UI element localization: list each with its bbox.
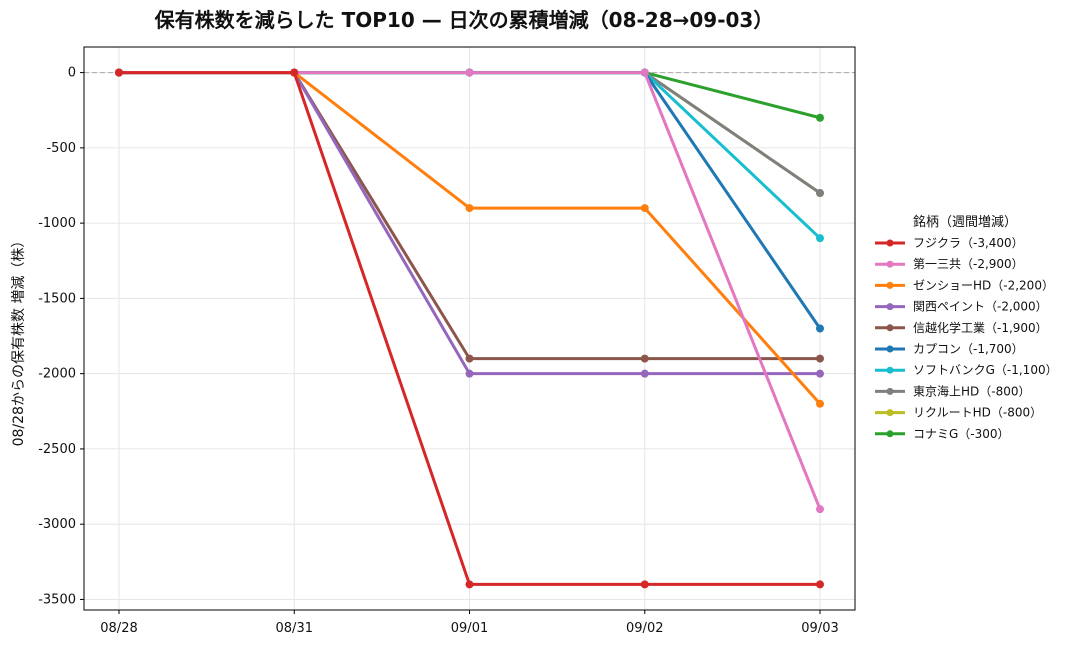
legend-item: 東京海上HD（-800） [875,383,1031,398]
y-tick-label: 0 [68,66,76,81]
legend-swatch-marker [886,366,894,374]
legend-swatch-marker [886,324,894,332]
legend-label: フジクラ（-3,400） [913,236,1024,250]
chart-title: 保有株数を減らした TOP10 — 日次の累積増減（08-28→09-03） [154,8,774,32]
data-point [465,204,474,213]
legend-label: 東京海上HD（-800） [913,383,1031,398]
legend: 銘柄（週間増減） フジクラ（-3,400） 第一三共（-2,900） ゼンショーHD… [875,214,1058,441]
data-point [816,369,824,378]
data-point [465,580,474,589]
data-point [816,354,824,363]
x-tick-label: 09/02 [626,621,663,636]
y-tick-label: -3000 [38,517,76,532]
legend-swatch-marker [886,387,894,395]
x-axis-ticks: 08/28 08/31 09/01 09/02 09/03 [100,610,839,636]
data-point [290,68,299,77]
data-point [465,68,474,77]
legend-item: リクルートHD（-800） [875,406,1042,420]
data-point [640,68,649,77]
legend-swatch-marker [886,409,894,417]
y-tick-label: -3500 [38,592,76,607]
x-tick-label: 09/03 [801,621,838,636]
x-tick-label: 08/31 [276,621,313,636]
legend-item: ソフトバンクG（-1,100） [875,363,1058,377]
legend-label: 関西ペイント（-2,000） [913,300,1048,314]
series-group [115,68,824,589]
legend-label: コナミG（-300） [913,427,1010,441]
y-tick-label: -2500 [38,442,76,457]
legend-label: カプコン（-1,700） [913,342,1024,356]
y-tick-label: -500 [46,141,76,156]
data-point [816,324,824,333]
legend-swatch-marker [886,281,894,289]
data-point [465,369,474,378]
grid [84,47,855,610]
data-point [816,399,824,408]
y-tick-label: -1000 [38,216,76,231]
y-axis-ticks: 0 -500 -1000 -1500 -2000 -2500 -3000 -3500 [38,66,84,607]
x-tick-label: 09/01 [451,621,488,636]
data-point [816,505,824,514]
legend-swatch-marker [886,239,894,247]
legend-label: ゼンショーHD（-2,200） [913,278,1054,292]
legend-swatch-marker [886,345,894,353]
data-point [465,354,474,363]
x-tick-label: 08/28 [100,621,137,636]
data-point [816,189,824,198]
legend-swatch-marker [886,303,894,311]
legend-item: カプコン（-1,700） [875,342,1024,356]
legend-label: リクルートHD（-800） [913,406,1042,420]
data-point [816,234,824,243]
series [115,68,824,589]
y-tick-label: -2000 [38,367,76,382]
data-point [640,354,649,363]
data-point [816,580,824,589]
legend-label: 第一三共（-2,900） [913,257,1024,271]
legend-title: 銘柄（週間増減） [913,214,1017,230]
legend-item: 関西ペイント（-2,000） [875,300,1048,314]
legend-item: 信越化学工業（-1,900） [875,320,1048,335]
y-axis-label: 08/28からの保有株数 増減（株） [10,234,27,447]
legend-swatch-marker [886,260,894,268]
data-point [640,204,649,213]
legend-item: 第一三共（-2,900） [875,257,1024,271]
data-point [816,113,824,122]
legend-item: フジクラ（-3,400） [875,236,1024,250]
data-point [640,369,649,378]
legend-label: 信越化学工業（-1,900） [913,320,1048,335]
data-point [115,68,123,77]
legend-label: ソフトバンクG（-1,100） [913,363,1058,377]
data-point [640,580,649,589]
legend-swatch-marker [886,430,894,438]
legend-item: コナミG（-300） [875,427,1010,441]
y-tick-label: -1500 [38,291,76,306]
legend-item: ゼンショーHD（-2,200） [875,278,1054,292]
